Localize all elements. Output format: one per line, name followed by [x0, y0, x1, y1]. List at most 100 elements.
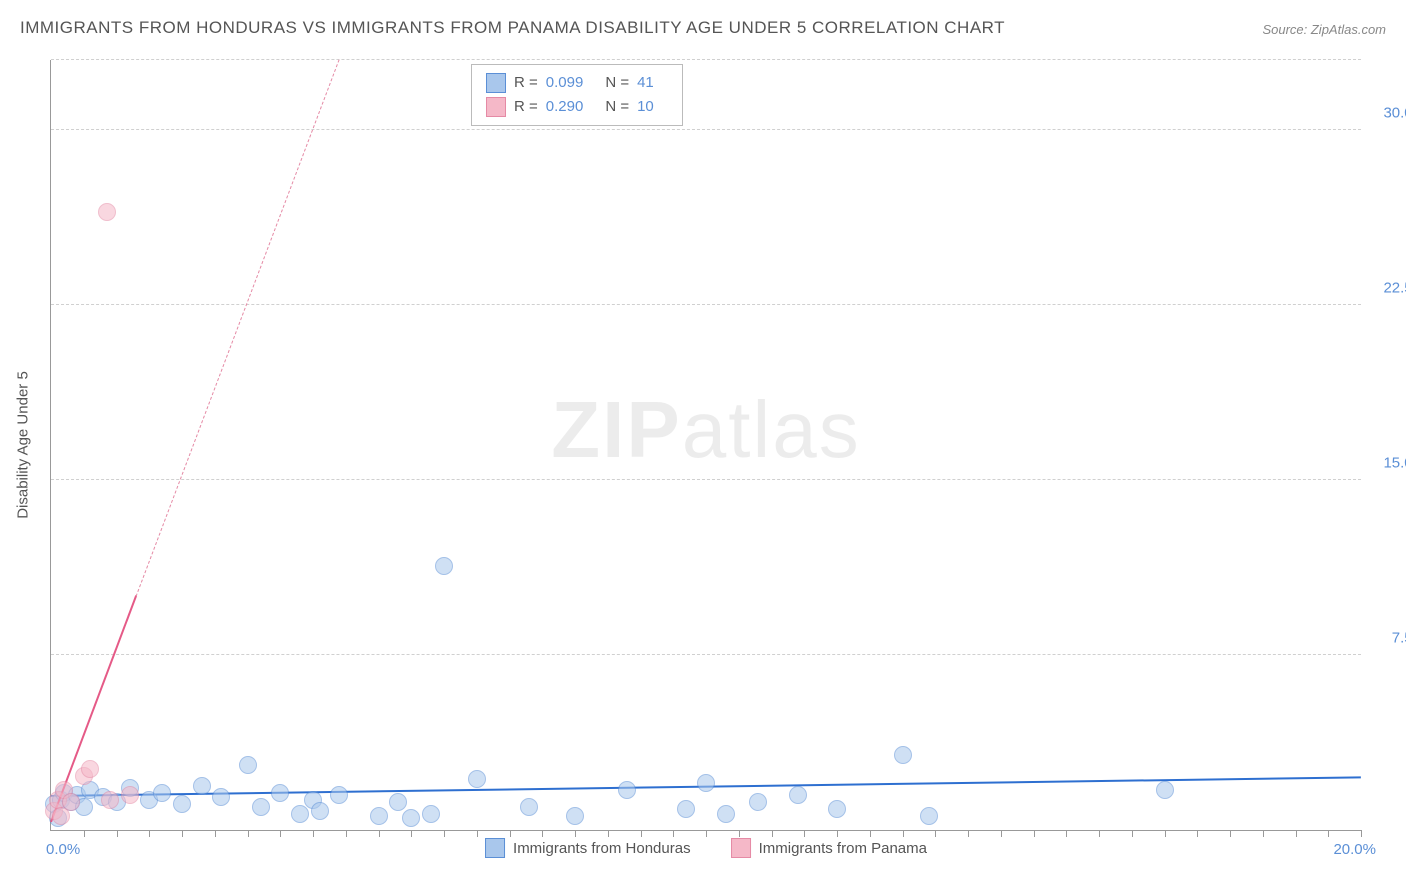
x-tick — [542, 830, 543, 837]
legend-row: R = 0.290 N = 10 — [486, 95, 668, 119]
gridline — [51, 654, 1361, 655]
x-tick — [1197, 830, 1198, 837]
data-point — [330, 786, 348, 804]
x-tick — [1001, 830, 1002, 837]
x-tick — [903, 830, 904, 837]
data-point — [697, 774, 715, 792]
x-tick — [280, 830, 281, 837]
x-tick — [215, 830, 216, 837]
x-tick — [510, 830, 511, 837]
x-tick — [968, 830, 969, 837]
legend-n-label: N = — [605, 95, 629, 119]
x-tick — [1099, 830, 1100, 837]
x-tick — [772, 830, 773, 837]
data-point — [677, 800, 695, 818]
data-point — [894, 746, 912, 764]
data-point — [1156, 781, 1174, 799]
data-point — [920, 807, 938, 825]
plot-area: ZIPatlas Disability Age Under 5 R =0.099… — [50, 60, 1361, 831]
legend-label: Immigrants from Panama — [759, 840, 927, 857]
data-point — [173, 795, 191, 813]
data-point — [101, 791, 119, 809]
gridline — [51, 129, 1361, 130]
data-point — [402, 809, 420, 827]
data-point — [435, 557, 453, 575]
y-tick-label: 15.0% — [1383, 455, 1406, 472]
data-point — [717, 805, 735, 823]
legend-item: Immigrants from Honduras — [485, 838, 691, 858]
chart-title: IMMIGRANTS FROM HONDURAS VS IMMIGRANTS F… — [20, 18, 1005, 38]
legend-r-label: R = — [514, 95, 538, 119]
x-tick — [706, 830, 707, 837]
data-point — [62, 793, 80, 811]
y-tick-label: 7.5% — [1392, 630, 1406, 647]
x-tick — [1328, 830, 1329, 837]
x-tick — [837, 830, 838, 837]
data-point — [618, 781, 636, 799]
data-point — [422, 805, 440, 823]
watermark-light: atlas — [682, 385, 861, 474]
legend-r-value: 0.099 — [546, 71, 584, 95]
x-tick — [739, 830, 740, 837]
legend-n-value: 10 — [637, 95, 654, 119]
data-point — [311, 802, 329, 820]
x-tick — [935, 830, 936, 837]
data-point — [121, 786, 139, 804]
x-tick — [1165, 830, 1166, 837]
data-point — [271, 784, 289, 802]
watermark-bold: ZIP — [551, 385, 681, 474]
x-tick — [149, 830, 150, 837]
gridline — [51, 479, 1361, 480]
x-tick — [182, 830, 183, 837]
trend-line — [136, 59, 340, 596]
legend-r-label: R = — [514, 71, 538, 95]
legend-label: Immigrants from Honduras — [513, 840, 691, 857]
data-point — [252, 798, 270, 816]
legend-swatch — [485, 838, 505, 858]
data-point — [370, 807, 388, 825]
data-point — [98, 203, 116, 221]
x-tick — [1034, 830, 1035, 837]
x-tick — [84, 830, 85, 837]
x-tick — [1361, 830, 1362, 837]
data-point — [566, 807, 584, 825]
legend-r-value: 0.290 — [546, 95, 584, 119]
legend-swatch — [486, 73, 506, 93]
data-point — [153, 784, 171, 802]
x-tick — [117, 830, 118, 837]
x-max-label: 20.0% — [1333, 841, 1376, 858]
x-tick — [1066, 830, 1067, 837]
x-tick — [477, 830, 478, 837]
x-tick — [379, 830, 380, 837]
x-tick — [346, 830, 347, 837]
watermark: ZIPatlas — [551, 384, 860, 476]
gridline — [51, 304, 1361, 305]
data-point — [789, 786, 807, 804]
legend-n-value: 41 — [637, 71, 654, 95]
data-point — [212, 788, 230, 806]
data-point — [520, 798, 538, 816]
y-axis-title: Disability Age Under 5 — [15, 371, 32, 519]
legend-n-label: N = — [605, 71, 629, 95]
correlation-legend: R = 0.099 N = 41 R = 0.290 N = 10 — [471, 64, 683, 126]
x-tick — [1230, 830, 1231, 837]
legend-swatch — [486, 97, 506, 117]
x-tick — [870, 830, 871, 837]
x-tick — [313, 830, 314, 837]
data-point — [749, 793, 767, 811]
x-tick — [641, 830, 642, 837]
legend-swatch — [731, 838, 751, 858]
data-point — [828, 800, 846, 818]
data-point — [81, 760, 99, 778]
data-point — [193, 777, 211, 795]
y-tick-label: 22.5% — [1383, 280, 1406, 297]
y-tick-label: 30.0% — [1383, 105, 1406, 122]
x-tick — [1263, 830, 1264, 837]
data-point — [468, 770, 486, 788]
x-tick — [444, 830, 445, 837]
series-legend: Immigrants from Honduras Immigrants from … — [485, 838, 927, 858]
legend-item: Immigrants from Panama — [731, 838, 927, 858]
gridline — [51, 59, 1361, 60]
x-tick — [608, 830, 609, 837]
data-point — [239, 756, 257, 774]
